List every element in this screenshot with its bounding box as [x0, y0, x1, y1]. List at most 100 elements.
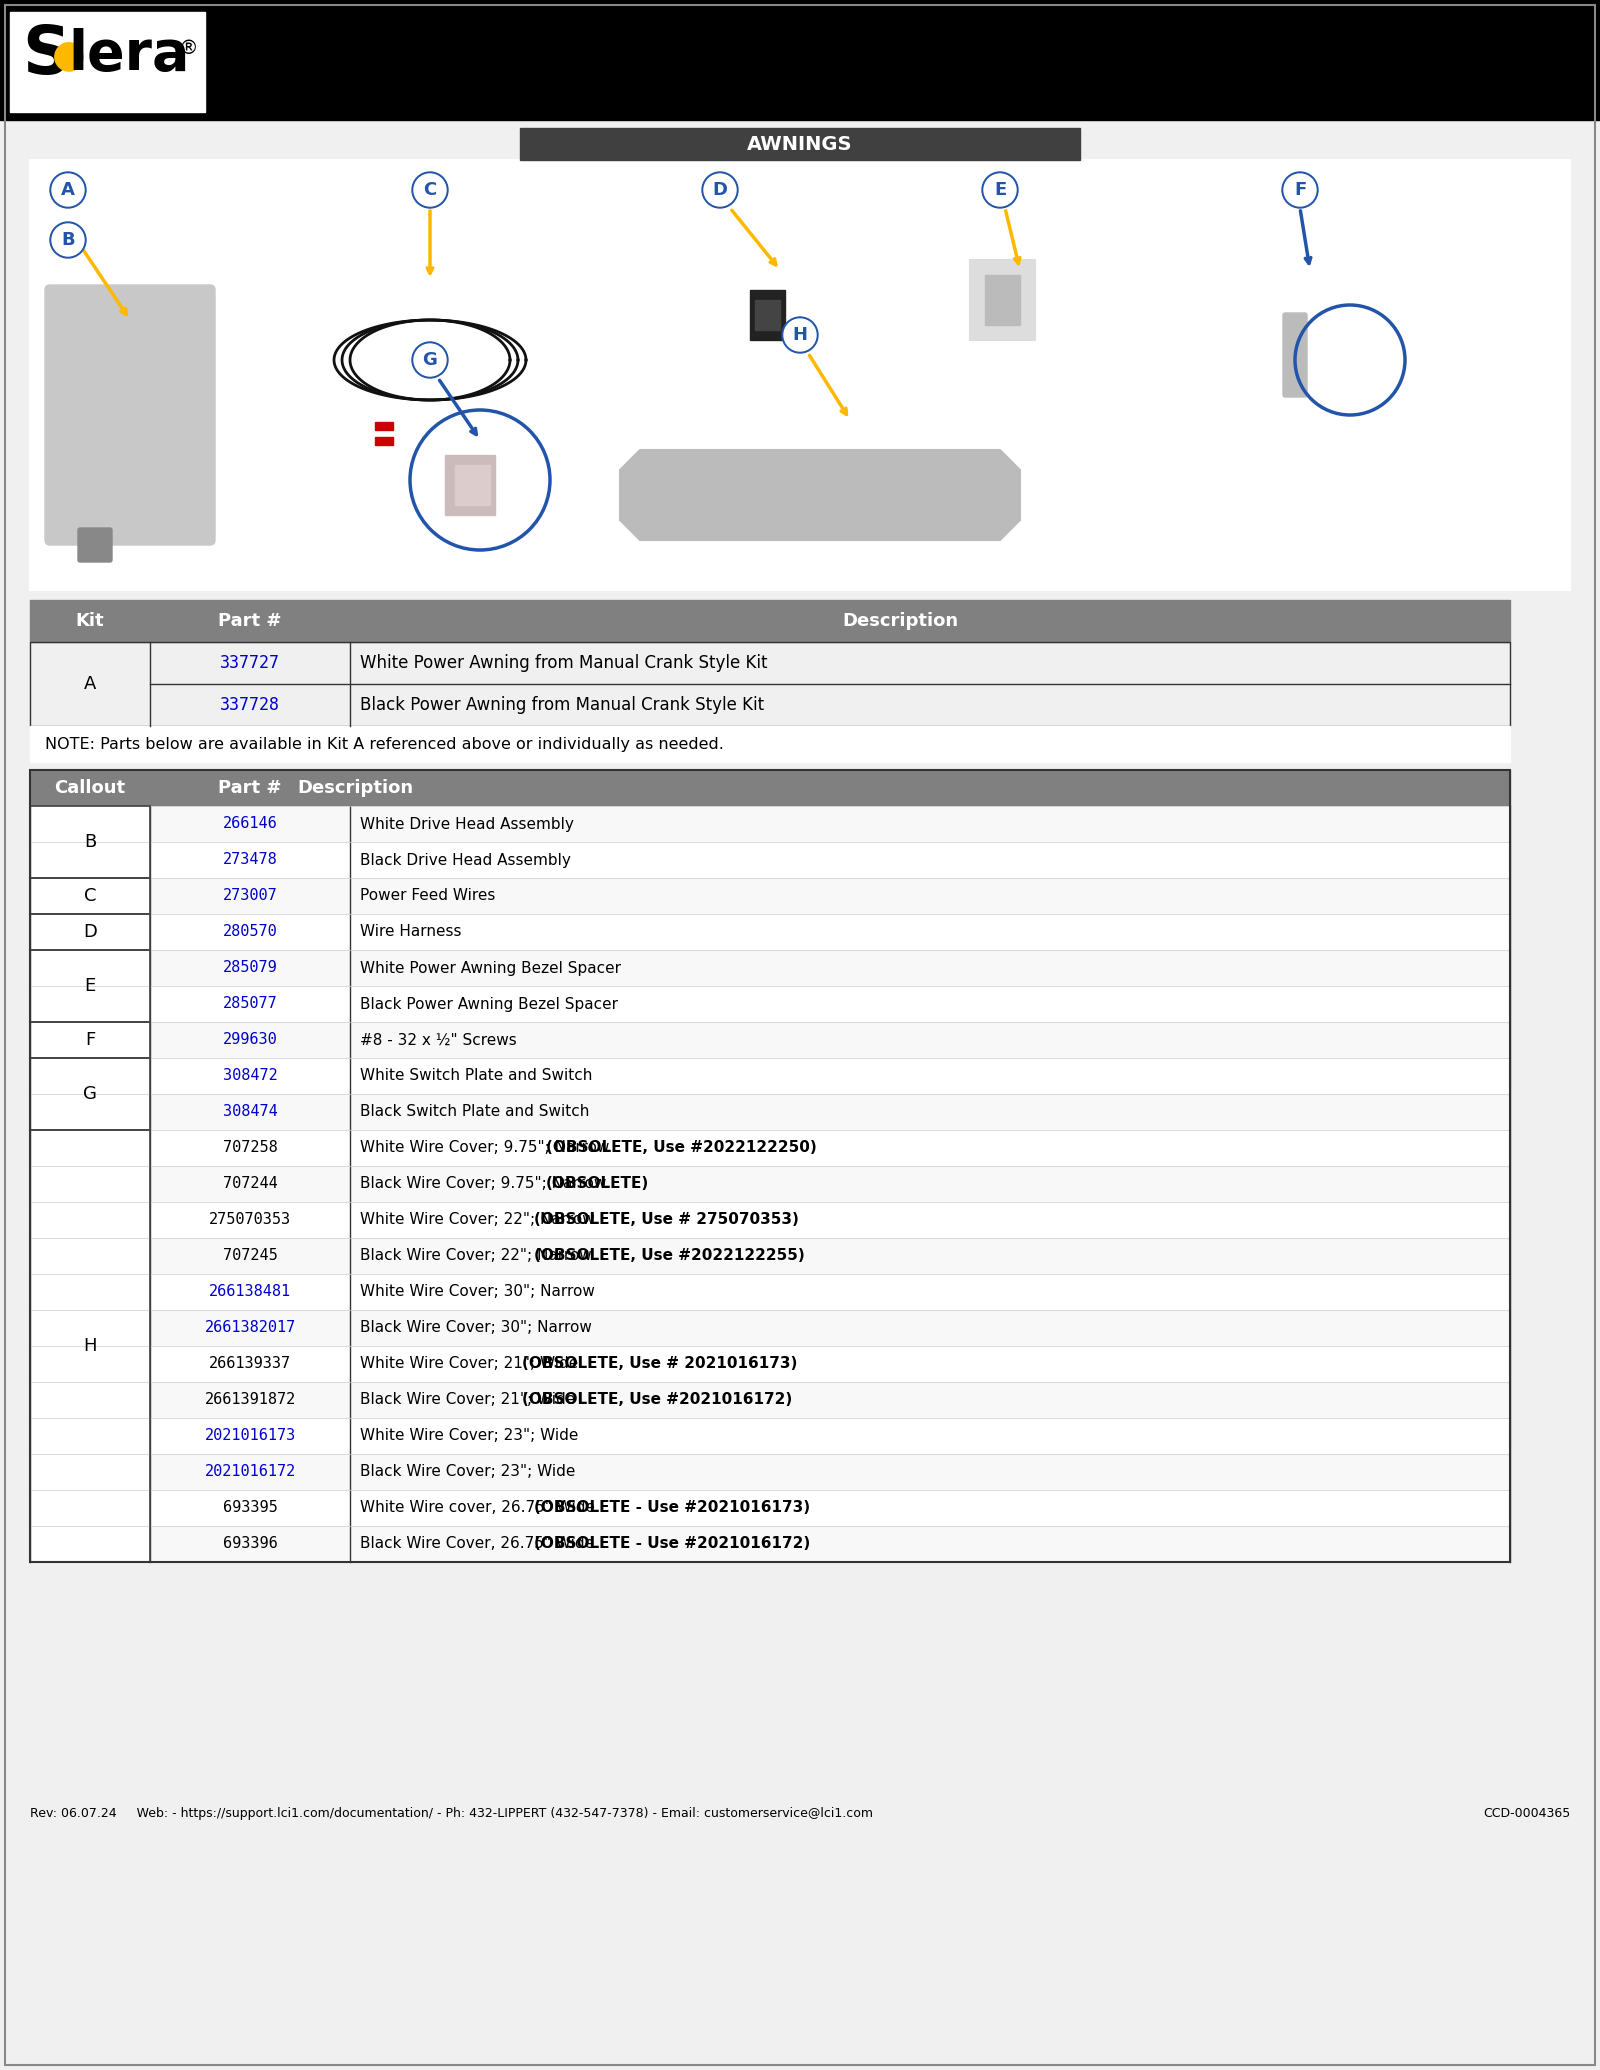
Bar — [30, 1058, 149, 1130]
Bar — [30, 842, 1510, 878]
Bar — [30, 1346, 1510, 1383]
Text: B: B — [61, 232, 75, 248]
Text: Kit: Kit — [75, 613, 104, 629]
Text: NOTE: Parts below are available in Kit A referenced above or individually as nee: NOTE: Parts below are available in Kit A… — [45, 737, 723, 751]
Bar — [454, 466, 490, 505]
Text: White Wire cover, 26.75" Wide: White Wire cover, 26.75" Wide — [360, 1501, 600, 1515]
Text: Black Wire Cover; 22"; Narrow: Black Wire Cover; 22"; Narrow — [360, 1248, 597, 1263]
FancyBboxPatch shape — [45, 286, 214, 544]
Text: lera: lera — [67, 29, 189, 83]
Text: Part #: Part # — [218, 778, 282, 797]
Text: Black Drive Head Assembly: Black Drive Head Assembly — [360, 853, 571, 867]
Text: F: F — [85, 1031, 94, 1049]
Circle shape — [50, 221, 86, 259]
Bar — [755, 300, 781, 329]
Bar — [30, 1273, 1510, 1310]
Bar — [30, 878, 150, 915]
Bar — [30, 1095, 1510, 1130]
Text: ●: ● — [51, 35, 86, 75]
Bar — [986, 275, 1021, 325]
Text: B: B — [83, 832, 96, 851]
Bar — [30, 915, 1510, 950]
Bar — [30, 1058, 150, 1130]
Circle shape — [782, 317, 818, 354]
FancyBboxPatch shape — [78, 528, 112, 561]
Bar — [30, 1238, 1510, 1273]
Text: (OBSOLETE - Use #2021016173): (OBSOLETE - Use #2021016173) — [534, 1501, 810, 1515]
Text: White Drive Head Assembly: White Drive Head Assembly — [360, 816, 574, 832]
Text: Wire Harness: Wire Harness — [360, 925, 461, 940]
Text: Black Wire Cover; 9.75"; Narrow: Black Wire Cover; 9.75"; Narrow — [360, 1176, 611, 1192]
Text: POWER AWNING UPGRADE FOR: POWER AWNING UPGRADE FOR — [533, 21, 1267, 62]
Bar — [30, 950, 149, 1021]
Text: 337728: 337728 — [221, 696, 280, 714]
Text: 299630: 299630 — [222, 1033, 277, 1047]
FancyBboxPatch shape — [1283, 313, 1307, 397]
Text: Rev: 06.07.24     Web: - https://support.lci1.com/documentation/ - Ph: 432-LIPPE: Rev: 06.07.24 Web: - https://support.lci… — [30, 1807, 874, 1820]
Text: 266139337: 266139337 — [210, 1356, 291, 1372]
Bar — [0, 0, 1600, 120]
Text: White Power Awning from Manual Crank Style Kit: White Power Awning from Manual Crank Sty… — [360, 654, 768, 673]
Bar — [30, 1023, 150, 1058]
Bar — [30, 950, 1510, 985]
Circle shape — [982, 172, 1018, 207]
Circle shape — [702, 172, 738, 207]
Circle shape — [51, 224, 83, 257]
FancyArrowPatch shape — [382, 433, 394, 447]
Circle shape — [50, 172, 86, 207]
Bar — [30, 878, 149, 913]
Bar — [30, 915, 150, 950]
Circle shape — [414, 174, 446, 207]
Text: C: C — [424, 180, 437, 199]
Text: (OBSOLETE, Use #2022122255): (OBSOLETE, Use #2022122255) — [534, 1248, 805, 1263]
Text: Black Switch Plate and Switch: Black Switch Plate and Switch — [360, 1105, 589, 1120]
Bar — [30, 1130, 150, 1563]
Bar — [30, 1023, 149, 1058]
Text: White Power Awning Bezel Spacer: White Power Awning Bezel Spacer — [360, 960, 621, 975]
Text: C: C — [83, 888, 96, 905]
Text: Black Wire Cover; 30"; Narrow: Black Wire Cover; 30"; Narrow — [360, 1321, 592, 1335]
Text: 693395: 693395 — [222, 1501, 277, 1515]
Bar — [30, 1130, 149, 1561]
Text: G: G — [422, 352, 437, 368]
Text: Black Wire Cover; 21"; Wide: Black Wire Cover; 21"; Wide — [360, 1393, 581, 1408]
Text: White Wire Cover; 21"; Wide: White Wire Cover; 21"; Wide — [360, 1356, 582, 1372]
Bar — [750, 290, 786, 339]
Circle shape — [984, 174, 1016, 207]
Text: E: E — [85, 977, 96, 996]
Circle shape — [413, 172, 448, 207]
Text: 266138481: 266138481 — [210, 1285, 291, 1300]
Bar — [30, 1418, 1510, 1453]
Text: (OBSOLETE, Use #2021016172): (OBSOLETE, Use #2021016172) — [522, 1393, 792, 1408]
Text: H: H — [792, 325, 808, 344]
Text: Black Wire Cover, 26.75" Wide: Black Wire Cover, 26.75" Wide — [360, 1536, 598, 1552]
Bar — [520, 128, 1080, 159]
Bar — [30, 1058, 1510, 1095]
Bar — [30, 770, 1510, 1563]
Bar — [30, 878, 1510, 915]
Text: 2021016172: 2021016172 — [205, 1463, 296, 1480]
Text: Description: Description — [298, 778, 413, 797]
Text: 707244: 707244 — [222, 1176, 277, 1192]
Text: 275070353: 275070353 — [210, 1213, 291, 1228]
Text: S: S — [22, 23, 70, 89]
Text: A: A — [61, 180, 75, 199]
Text: (OBSOLETE, Use # 275070353): (OBSOLETE, Use # 275070353) — [534, 1213, 798, 1228]
Text: H: H — [83, 1337, 96, 1356]
Text: Black Wire Cover; 23"; Wide: Black Wire Cover; 23"; Wide — [360, 1463, 576, 1480]
Circle shape — [413, 342, 448, 379]
Text: Description: Description — [842, 613, 958, 629]
Text: ®: ® — [178, 39, 198, 58]
Text: CCD-0004365: CCD-0004365 — [1483, 1807, 1570, 1820]
Bar — [30, 600, 1510, 642]
Bar — [445, 455, 494, 515]
Text: (OBSOLETE - Use #2021016172): (OBSOLETE - Use #2021016172) — [534, 1536, 810, 1552]
Bar — [374, 437, 394, 445]
Bar — [30, 915, 149, 950]
Bar — [30, 1023, 1510, 1058]
Circle shape — [414, 344, 446, 377]
Bar — [30, 1453, 1510, 1490]
Bar — [30, 805, 1510, 842]
Bar — [30, 1526, 1510, 1563]
Text: Black Power Awning from Manual Crank Style Kit: Black Power Awning from Manual Crank Sty… — [360, 696, 765, 714]
